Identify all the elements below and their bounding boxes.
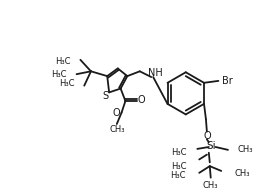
Text: H₃C: H₃C bbox=[55, 57, 71, 66]
Text: O: O bbox=[113, 108, 121, 117]
Text: CH₃: CH₃ bbox=[109, 125, 124, 134]
Text: Si: Si bbox=[207, 141, 217, 151]
Text: NH: NH bbox=[148, 68, 163, 78]
Text: H₃C: H₃C bbox=[170, 171, 186, 180]
Text: CH₃: CH₃ bbox=[235, 169, 250, 178]
Text: O: O bbox=[138, 95, 146, 105]
Text: H₃C: H₃C bbox=[171, 162, 187, 171]
Text: O: O bbox=[203, 131, 211, 142]
Text: Br: Br bbox=[222, 76, 232, 86]
Text: H₃C: H₃C bbox=[52, 70, 67, 79]
Text: S: S bbox=[102, 91, 108, 101]
Text: H₃C: H₃C bbox=[171, 148, 187, 157]
Text: H₃C: H₃C bbox=[59, 79, 75, 88]
Text: CH₃: CH₃ bbox=[238, 145, 253, 154]
Text: CH₃: CH₃ bbox=[203, 181, 218, 190]
